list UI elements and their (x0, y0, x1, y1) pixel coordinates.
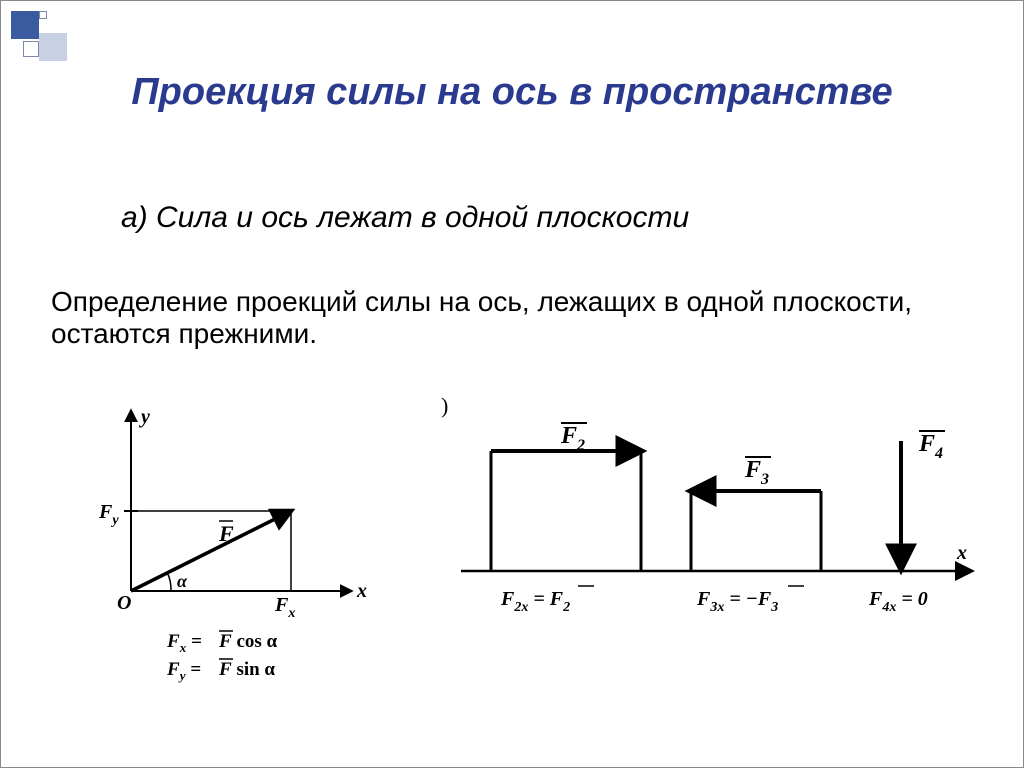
slide-title: Проекция силы на ось в пространстве (1, 71, 1023, 115)
label-f: F (218, 521, 234, 546)
body-line-b: Определение проекций силы на ось, лежащи… (51, 286, 951, 350)
label-x: x (356, 580, 367, 602)
deco-square (39, 11, 47, 19)
label-f4: F4 (918, 431, 943, 462)
label-fy: Fy (98, 501, 119, 528)
label-f3: F3 (744, 457, 769, 488)
paren-mark: ) (441, 393, 448, 418)
diagram-left: y x O Fy Fx F α Fx = F cos α (71, 391, 391, 711)
eq-fx-rhs: F cos α (218, 631, 278, 652)
label-fx: Fx (274, 594, 295, 621)
deco-square (39, 33, 67, 61)
eq-f2x: F2x = F2 (500, 588, 570, 616)
diagram-right: ) x F2 F3 F4 (431, 391, 991, 651)
slide: Проекция силы на ось в пространстве а) С… (0, 0, 1024, 768)
label-alpha: α (177, 571, 188, 591)
label-y: y (139, 406, 150, 428)
force-vector (131, 511, 291, 591)
eq-f4x: F4x = 0 (868, 588, 928, 616)
eq-fx: Fx = (166, 631, 202, 655)
corner-decoration (11, 11, 71, 66)
deco-square (23, 41, 39, 57)
body-line-a: а) Сила и ось лежат в одной плоскости (121, 201, 911, 235)
eq-fy: Fy = (166, 659, 201, 683)
equations: Fx = F cos α Fy = F sin α (166, 631, 278, 683)
label-x: x (956, 542, 967, 564)
label-origin: O (117, 592, 131, 614)
eq-f3x: F3x = −F3 (696, 588, 778, 616)
angle-arc (167, 572, 171, 591)
diagrams-container: y x O Fy Fx F α Fx = F cos α (61, 391, 981, 731)
deco-square (11, 11, 39, 39)
eq-fy-rhs: F sin α (218, 659, 275, 680)
